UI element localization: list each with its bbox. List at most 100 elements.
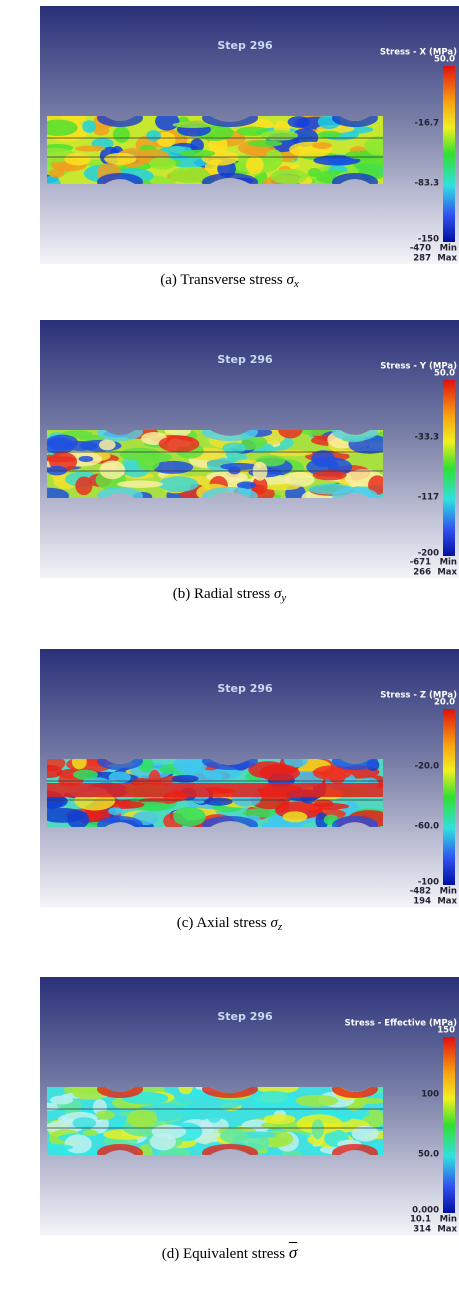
- min-label: Min: [440, 887, 457, 897]
- max-value: 314: [413, 1225, 431, 1235]
- color-bar: [443, 1037, 455, 1213]
- stress-patch: [264, 1114, 296, 1124]
- stress-patch: [313, 470, 347, 480]
- max-label: Max: [437, 1225, 457, 1235]
- caption-subscript: x: [294, 278, 299, 290]
- colorbar-tick-label: -117: [418, 493, 439, 503]
- stress-patch: [154, 453, 172, 462]
- stress-patch: [109, 772, 131, 784]
- step-label: Step 296: [217, 682, 273, 695]
- stress-patch: [82, 120, 96, 133]
- caption-subscript: y: [281, 592, 286, 604]
- step-label: Step 296: [217, 1010, 273, 1023]
- stress-patch: [246, 156, 264, 174]
- stress-patch: [201, 1100, 241, 1109]
- stress-patch: [158, 476, 199, 492]
- stress-patch: [83, 1130, 98, 1136]
- stress-patch: [180, 150, 216, 157]
- stress-patch: [311, 450, 335, 467]
- stress-patch: [283, 811, 308, 822]
- stress-patch: [295, 1095, 338, 1107]
- caption-symbol: σ: [286, 272, 293, 288]
- min-label: Min: [440, 1215, 457, 1225]
- step-label: Step 296: [217, 39, 273, 52]
- caption-text: (a) Transverse stress: [160, 272, 286, 288]
- stress-patch: [312, 142, 332, 149]
- stress-patch: [113, 126, 130, 143]
- stress-patch: [248, 140, 283, 147]
- colorbar-tick-label: 50.0: [434, 55, 455, 65]
- stress-patch: [117, 480, 163, 487]
- page: Step 296Stress - X (MPa)50.0-16.7-83.3-1…: [0, 0, 459, 1308]
- caption-symbol: σ: [271, 915, 278, 931]
- step-label: Step 296: [217, 353, 273, 366]
- stress-patch: [204, 797, 233, 805]
- colorbar-tick-label: 100: [421, 1090, 439, 1100]
- stress-patch: [172, 775, 199, 783]
- stress-patch: [260, 764, 300, 781]
- stress-patch: [270, 450, 313, 456]
- panel: Step 296Stress - X (MPa)50.0-16.7-83.3-1…: [40, 6, 459, 264]
- max-value: 266: [413, 568, 431, 578]
- stress-patch: [152, 1125, 186, 1140]
- stress-patch: [220, 1128, 247, 1143]
- max-label: Max: [437, 254, 457, 264]
- stress-patch: [47, 466, 67, 476]
- max-label: Max: [437, 897, 457, 907]
- colorbar-tick-label: -60.0: [415, 822, 440, 832]
- min-value: 10.1: [410, 1215, 431, 1225]
- caption-text: (d) Equivalent stress: [162, 1246, 289, 1262]
- stress-patch: [175, 1094, 192, 1104]
- stress-patch: [96, 1110, 115, 1119]
- stress-patch: [173, 807, 206, 826]
- stress-patch: [251, 1091, 296, 1111]
- stress-patch: [146, 130, 161, 141]
- colorbar-tick-label: 150: [437, 1026, 455, 1036]
- stress-patch: [100, 461, 126, 480]
- stress-patch: [265, 149, 283, 168]
- colorbar-tick-label: 50.0: [418, 1150, 439, 1160]
- stress-patch: [50, 1096, 73, 1105]
- stress-patch: [271, 169, 307, 185]
- colorbar-tick-label: 20.0: [434, 698, 455, 708]
- stress-patch: [354, 1098, 386, 1104]
- stress-patch: [318, 131, 341, 139]
- max-value: 287: [413, 254, 431, 264]
- stress-patch: [73, 770, 98, 780]
- colorbar-tick-label: 50.0: [434, 369, 455, 379]
- stress-patch: [64, 153, 91, 165]
- caption: (a) Transverse stress σx: [0, 272, 459, 290]
- min-value: -671: [410, 558, 431, 568]
- min-label: Min: [440, 558, 457, 568]
- color-bar: [443, 380, 455, 556]
- stress-patch: [44, 456, 77, 462]
- stress-patch: [99, 439, 116, 450]
- color-bar: [443, 66, 455, 242]
- stress-patch: [260, 130, 298, 141]
- stress-patch: [49, 168, 65, 177]
- colorbar-tick-label: -33.3: [415, 433, 440, 443]
- stress-patch: [312, 1119, 324, 1139]
- caption-text: (b) Radial stress: [173, 586, 274, 602]
- colorbar-tick-label: -83.3: [415, 179, 440, 189]
- colorbar-tick-label: -16.7: [415, 119, 440, 129]
- caption-symbol: σ: [289, 1243, 297, 1262]
- stress-patch: [159, 436, 200, 453]
- stress-patch: [354, 1110, 369, 1117]
- caption-text: (c) Axial stress: [177, 915, 271, 931]
- stress-patch: [207, 1109, 221, 1123]
- stress-patch: [314, 799, 334, 807]
- stress-patch: [79, 456, 94, 462]
- min-value: -482: [410, 887, 431, 897]
- caption: (d) Equivalent stress σ: [0, 1243, 459, 1263]
- color-bar: [443, 709, 455, 885]
- band: [47, 783, 383, 797]
- colorbar-tick-label: -20.0: [415, 762, 440, 772]
- stress-patch: [72, 1117, 96, 1129]
- stress-patch: [64, 1134, 91, 1153]
- max-value: 194: [413, 897, 431, 907]
- stress-patch: [108, 807, 123, 815]
